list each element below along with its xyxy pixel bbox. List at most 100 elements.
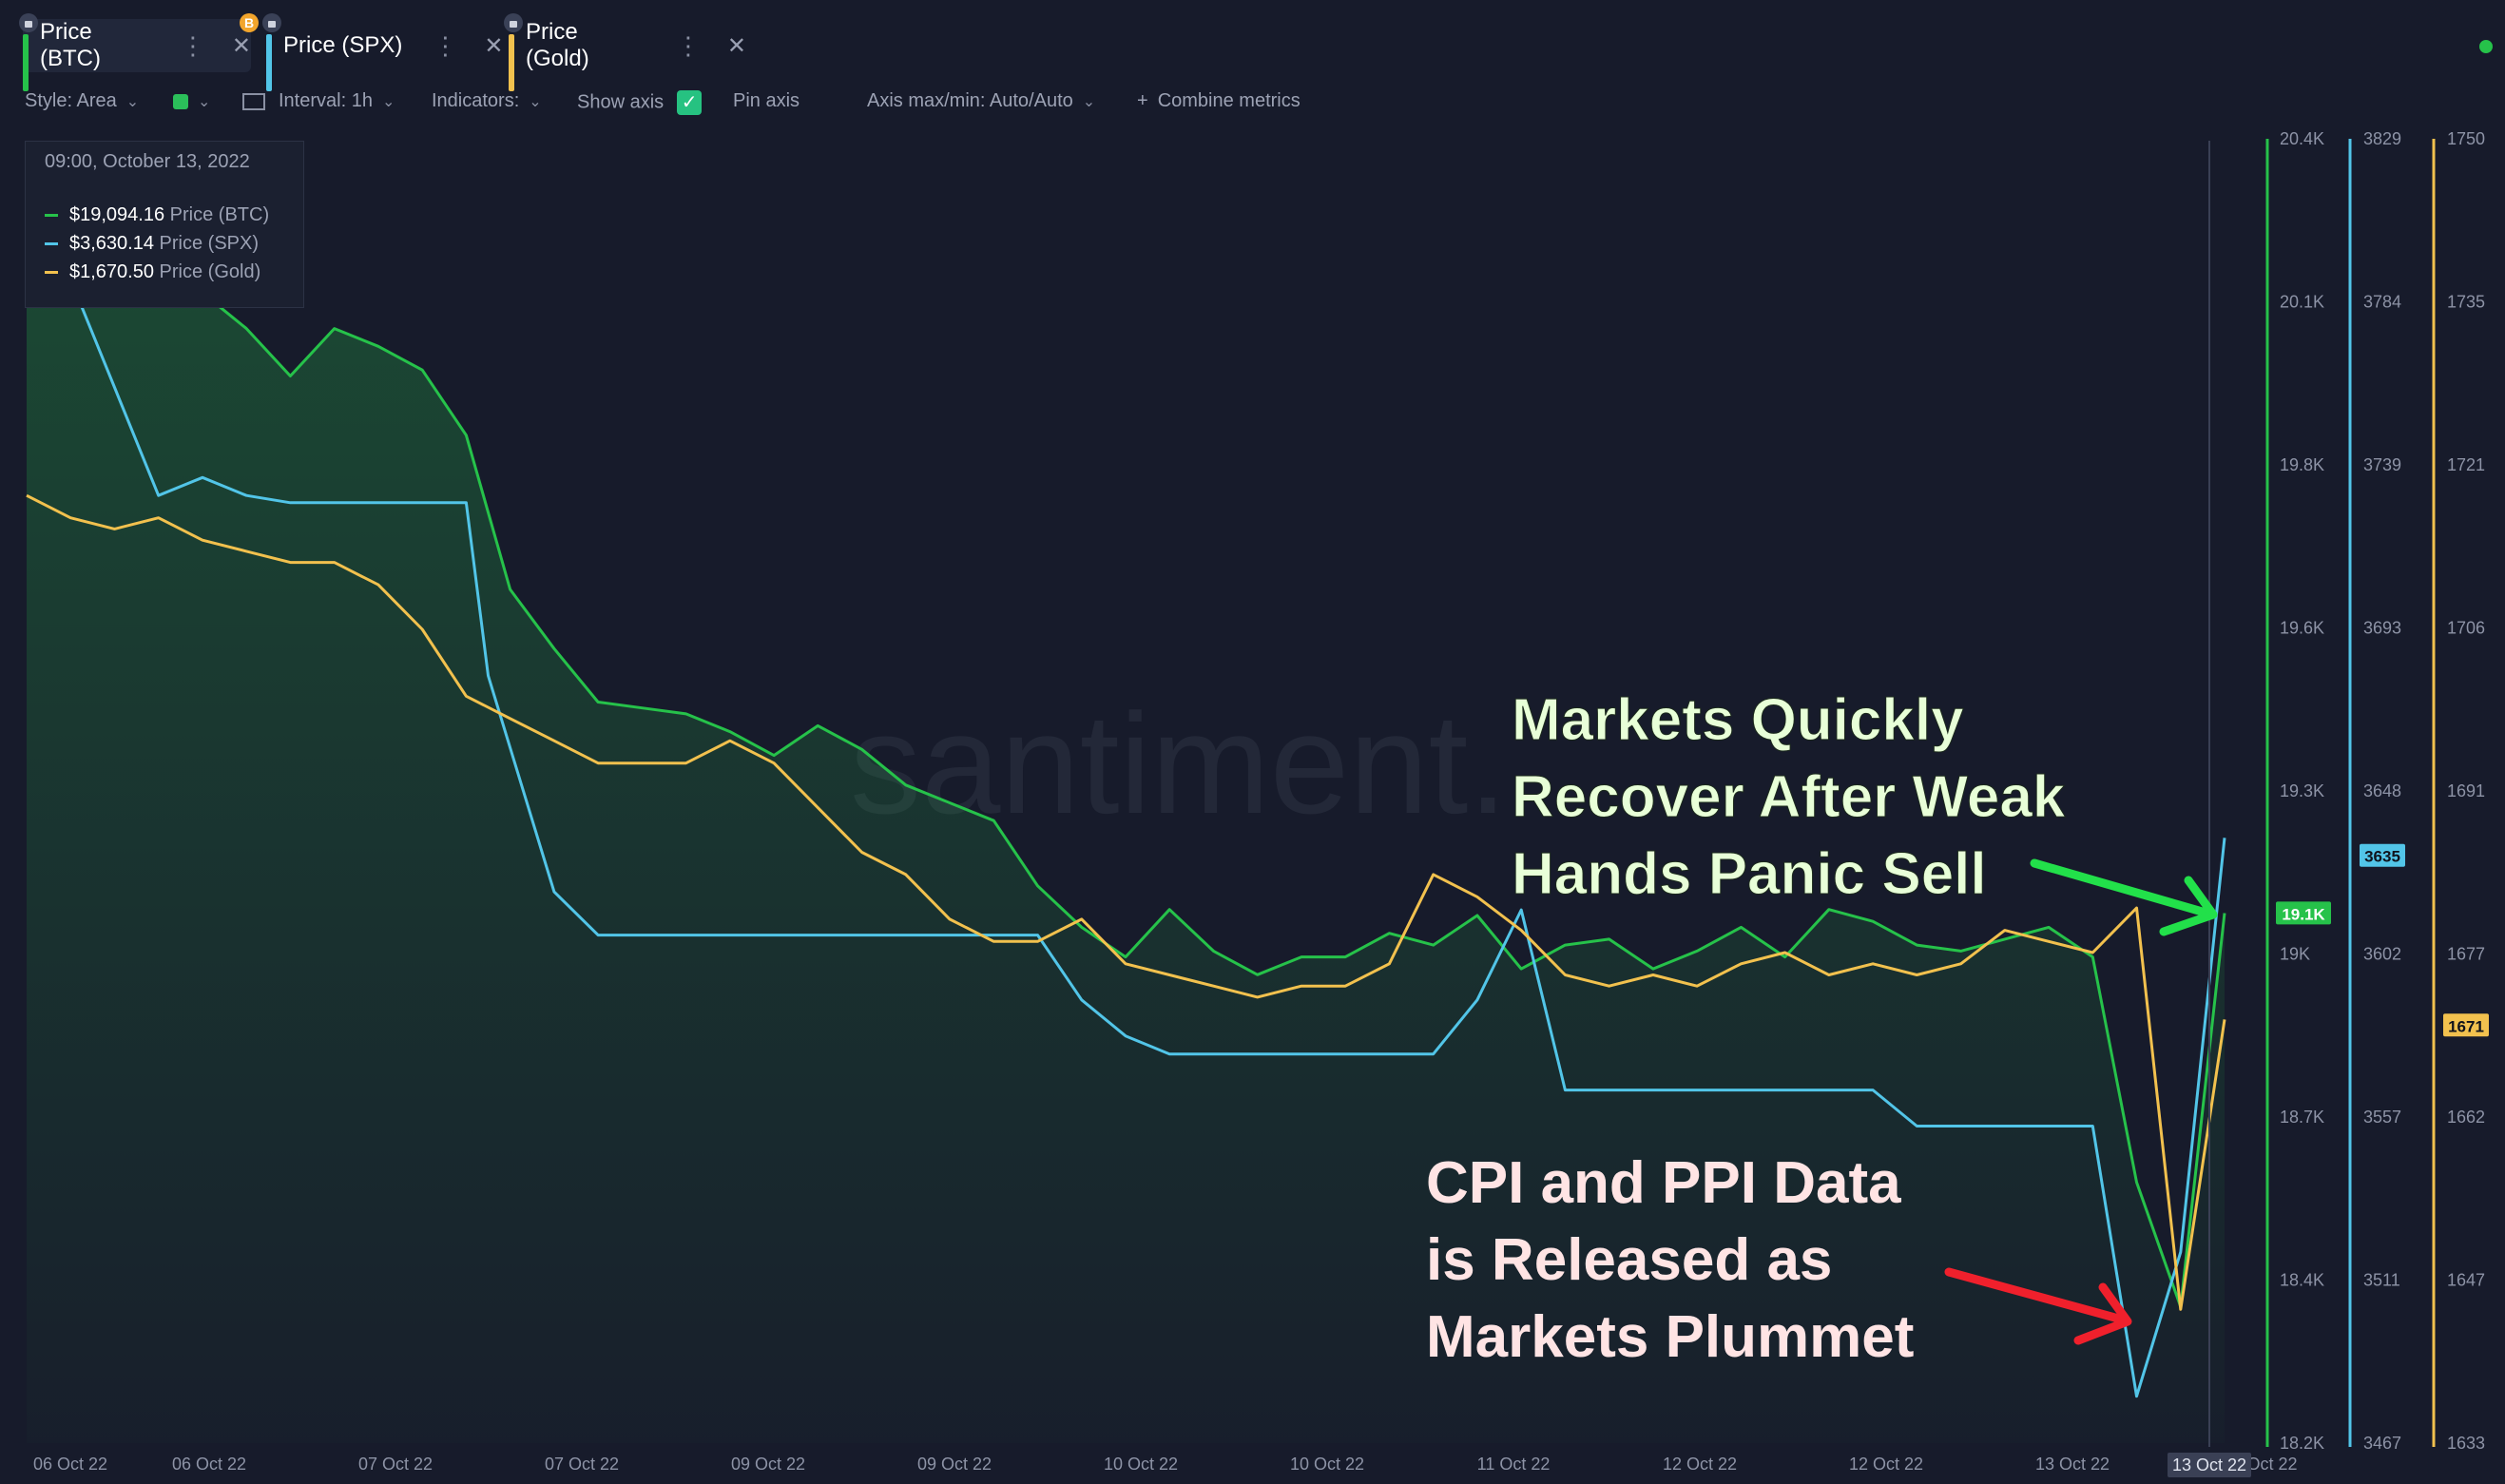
spx-axis-tick: 3784 <box>2363 293 2401 312</box>
btc-axis-tick: 20.1K <box>2280 293 2324 312</box>
x-axis-tick: 12 Oct 22 <box>1849 1455 1923 1474</box>
legend-name: Price (BTC) <box>169 204 270 225</box>
show-axis-toggle[interactable]: Show axis ✓ <box>577 90 703 115</box>
tab-price-btc[interactable]: Price (BTC) ⋮ ✕ <box>23 19 251 91</box>
gold-axis-tick: 1633 <box>2447 1434 2485 1453</box>
legend-color <box>45 242 58 246</box>
gold-axis-tick: 1706 <box>2447 619 2485 638</box>
chart-background <box>0 0 2505 1</box>
close-icon[interactable]: ✕ <box>231 32 251 59</box>
legend-row-btc: $19,094.16 Price (BTC) <box>45 204 269 226</box>
status-indicator <box>2479 40 2493 53</box>
x-axis-tick: 07 Oct 22 <box>358 1455 433 1474</box>
close-icon[interactable]: ✕ <box>726 32 746 59</box>
annotation-text-line: Markets Quickly <box>1512 687 1964 753</box>
legend-color <box>45 214 58 218</box>
combine-metrics-button[interactable]: + Combine metrics <box>1137 90 1301 112</box>
series-color-bar <box>266 34 272 91</box>
btc-current-value-badge <box>2276 901 2331 925</box>
pin-axis-label: Pin axis <box>733 90 800 111</box>
spx-axis-tick: 3648 <box>2363 781 2401 800</box>
btc-axis-tick: 18.4K <box>2280 1271 2324 1290</box>
close-icon[interactable]: ✕ <box>484 32 504 59</box>
gold-axis-tick: 1721 <box>2447 455 2485 474</box>
x-axis-tick: 11 Oct 22 <box>1477 1455 1551 1474</box>
tab-label: Price (SPX) <box>283 32 403 58</box>
btc-axis-tick: 18.2K <box>2280 1434 2324 1453</box>
annotation-text-line: Recover After Weak <box>1512 764 2066 830</box>
pin-axis-toggle[interactable]: Pin axis <box>733 90 800 112</box>
bitcoin-badge-icon: B <box>240 13 259 32</box>
btc-axis-tick: 19.6K <box>2280 619 2324 638</box>
tooltip-legend: 09:00, October 13, 2022 $19,094.16 Price… <box>25 141 304 308</box>
series-color-bar <box>23 34 29 91</box>
btc-area-fill <box>27 222 2225 1443</box>
spx-axis-tick: 3829 <box>2363 129 2401 148</box>
annotation-text-line: CPI and PPI Data <box>1426 1150 1901 1216</box>
spx-axis-tick: 3602 <box>2363 945 2401 964</box>
chevron-down-icon: ⌄ <box>198 94 211 110</box>
btc-axis-tick: 19K <box>2280 945 2310 964</box>
gold-axis-tick: 1691 <box>2447 781 2485 800</box>
x-axis-tick: 09 Oct 22 <box>917 1455 992 1474</box>
gold-axis-tick: 1647 <box>2447 1271 2485 1290</box>
checkmark-icon[interactable]: ✓ <box>677 90 703 115</box>
price-btc-line <box>26 220 2226 1309</box>
x-axis-tick: 10 Oct 22 <box>1290 1455 1364 1474</box>
axis-maxmin-dropdown[interactable]: Axis max/min: Auto/Auto ⌄ <box>867 90 1095 112</box>
style-label: Style: Area <box>25 90 117 111</box>
tab-price-gold[interactable]: Price (Gold) ⋮ ✕ <box>509 19 746 91</box>
legend-value: $3,630.14 <box>69 233 154 254</box>
legend-value: $1,670.50 <box>69 261 154 282</box>
spx-axis-tick: 3693 <box>2363 619 2401 638</box>
legend-value: $19,094.16 <box>69 204 165 225</box>
indicators-dropdown[interactable]: Indicators: ⌄ <box>432 90 542 112</box>
annotation-text-line: Markets Plummet <box>1426 1304 1914 1370</box>
interval-dropdown[interactable]: Interval: 1h ⌄ <box>242 90 395 112</box>
show-axis-label: Show axis <box>577 91 665 113</box>
interval-label: Interval: 1h <box>279 90 373 111</box>
spx-axis-tick: 3557 <box>2363 1108 2401 1127</box>
x-axis-tick: 06 Oct 22 <box>33 1455 107 1474</box>
crosshair-date-badge <box>2168 1453 2251 1477</box>
legend-row-spx: $3,630.14 Price (SPX) <box>45 233 259 255</box>
btc-axis-tick: 19.3K <box>2280 781 2324 800</box>
lock-icon <box>262 13 281 32</box>
btc-axis-tick: 19.8K <box>2280 455 2324 474</box>
x-axis-tick: 10 Oct 22 <box>1104 1455 1178 1474</box>
chevron-down-icon: ⌄ <box>381 94 395 110</box>
x-axis-tick: 12 Oct 22 <box>1663 1455 1737 1474</box>
red-annotation: CPI and PPI Data is Released as Markets … <box>1426 1150 1914 1370</box>
plus-icon: + <box>1137 90 1148 111</box>
tab-price-spx[interactable]: Price (SPX) ⋮ ✕ <box>266 19 504 91</box>
x-axis-tick: 07 Oct 22 <box>545 1455 619 1474</box>
spx-current-value-label: 3635 <box>2364 848 2400 866</box>
indicators-label: Indicators: <box>432 90 520 111</box>
gold-axis-tick: 1662 <box>2447 1108 2485 1127</box>
spx-axis-tick: 3511 <box>2363 1271 2400 1290</box>
x-axis-tick: Oct 22 <box>2246 1455 2297 1474</box>
legend-timestamp: 09:00, October 13, 2022 <box>45 151 250 172</box>
x-axis-tick: 09 Oct 22 <box>731 1455 805 1474</box>
annotation-text-line: is Released as <box>1426 1227 1832 1293</box>
more-options-icon[interactable]: ⋮ <box>180 30 205 60</box>
gold-current-value-badge <box>2443 1013 2489 1037</box>
price-gold-line <box>26 493 2226 1311</box>
axis-maxmin-label: Axis max/min: Auto/Auto <box>867 90 1073 111</box>
color-swatch <box>173 93 188 109</box>
more-options-icon[interactable]: ⋮ <box>675 30 701 60</box>
style-dropdown[interactable]: Style: Area ⌄ <box>25 90 139 112</box>
btc-axis-tick: 18.7K <box>2280 1108 2324 1127</box>
x-axis-tick: 13 Oct 22 <box>2035 1455 2110 1474</box>
legend-name: Price (SPX) <box>159 233 260 254</box>
gold-current-value-label: 1671 <box>2448 1017 2484 1035</box>
red-arrow <box>1944 1267 2132 1345</box>
green-annotation: Markets Quickly Recover After Weak Hands… <box>1512 687 2067 908</box>
color-picker[interactable]: ⌄ <box>173 90 210 112</box>
tab-label: Price (Gold) <box>526 19 589 71</box>
more-options-icon[interactable]: ⋮ <box>433 30 458 60</box>
spx-current-value-badge <box>2360 843 2405 867</box>
annotation-text-line: Hands Panic Sell <box>1512 841 1987 907</box>
price-spx-line <box>26 241 2226 1398</box>
